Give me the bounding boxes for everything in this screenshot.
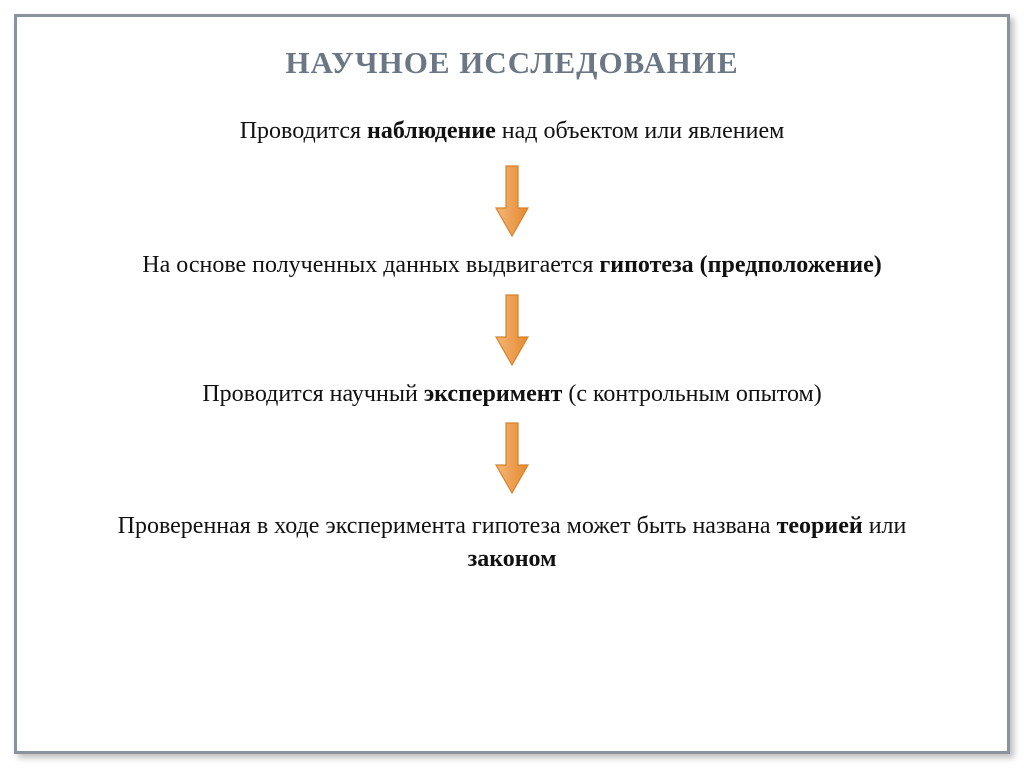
arrow-2: [494, 290, 530, 370]
step-4-bold-2: законом: [468, 546, 557, 572]
step-2: На основе полученных данных выдвигается …: [142, 249, 882, 281]
step-1-post: над объектом или явлением: [496, 118, 785, 144]
arrow-1: [494, 161, 530, 241]
slide-frame: НАУЧНОЕ ИССЛЕДОВАНИЕ Проводится наблюден…: [14, 14, 1010, 754]
arrow-down-icon: [494, 164, 530, 238]
step-1: Проводится наблюдение над объектом или я…: [240, 115, 785, 147]
step-3-post: (с контрольным опытом): [562, 381, 821, 407]
step-1-bold: наблюдение: [367, 118, 496, 144]
step-3-pre: Проводится научный: [202, 381, 424, 407]
step-4-bold-1: теорией: [777, 513, 863, 539]
arrow-down-icon: [494, 421, 530, 495]
step-2-pre: На основе полученных данных выдвигается: [142, 252, 599, 278]
step-1-pre: Проводится: [240, 118, 367, 144]
step-2-bold: гипотеза (предположение): [599, 252, 881, 278]
slide-title: НАУЧНОЕ ИССЛЕДОВАНИЕ: [57, 45, 967, 81]
step-3: Проводится научный эксперимент (с контро…: [202, 378, 821, 410]
arrow-3: [494, 418, 530, 498]
step-4-mid: или: [863, 513, 907, 539]
flow-steps: Проводится наблюдение над объектом или я…: [57, 115, 967, 711]
arrow-down-icon: [494, 293, 530, 367]
step-4: Проверенная в ходе эксперимента гипотеза…: [72, 510, 952, 575]
step-4-pre: Проверенная в ходе эксперимента гипотеза…: [118, 513, 777, 539]
step-3-bold: эксперимент: [424, 381, 563, 407]
